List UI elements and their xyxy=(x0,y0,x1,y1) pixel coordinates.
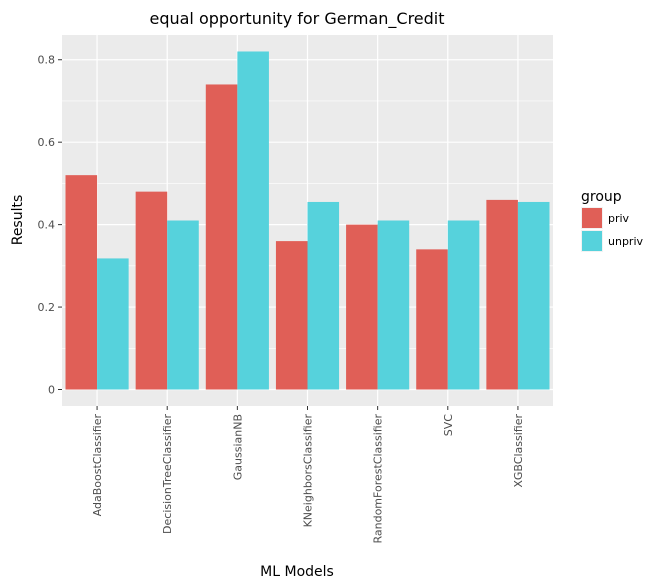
y-tick-label: 0.4 xyxy=(38,219,56,232)
bar-unpriv xyxy=(517,201,550,390)
bar-priv xyxy=(135,191,168,390)
x-tick-label: AdaBoostClassifier xyxy=(91,414,104,517)
x-axis: AdaBoostClassifier DecisionTreeClassifier… xyxy=(91,406,525,544)
bar-priv xyxy=(65,175,98,390)
bar-priv xyxy=(205,84,238,390)
x-axis-title: ML Models xyxy=(260,564,334,580)
legend: group priv unpriv xyxy=(581,189,644,252)
x-tick-label: KNeighborsClassifier xyxy=(302,414,315,528)
legend-swatch-priv xyxy=(582,208,602,228)
y-tick-label: 0.8 xyxy=(38,54,56,67)
bar-unpriv xyxy=(447,220,480,390)
y-axis: 0 0.2 0.4 0.6 0.8 xyxy=(38,54,62,397)
x-tick-label: RandomForestClassifier xyxy=(372,414,385,544)
chart-title: equal opportunity for German_Credit xyxy=(149,9,444,29)
bar-unpriv xyxy=(377,220,410,390)
y-tick-label: 0.2 xyxy=(38,301,56,314)
bar-priv xyxy=(486,199,518,390)
x-tick-label: GaussianNB xyxy=(231,414,244,480)
legend-title: group xyxy=(581,189,622,205)
legend-label-unpriv: unpriv xyxy=(608,235,644,248)
bar-unpriv xyxy=(237,51,269,390)
x-tick-label: SVC xyxy=(442,414,455,437)
bar-unpriv xyxy=(167,220,199,390)
legend-swatch-unpriv xyxy=(582,231,602,251)
bar-priv xyxy=(416,249,448,390)
y-axis-title: Results xyxy=(10,195,26,246)
y-tick-label: 0.6 xyxy=(38,136,56,149)
bar-unpriv xyxy=(97,258,129,390)
bar-unpriv xyxy=(307,201,340,390)
legend-label-priv: priv xyxy=(608,212,630,225)
x-tick-label: DecisionTreeClassifier xyxy=(161,414,174,534)
bar-priv xyxy=(275,241,308,390)
x-tick-label: XGBClassifier xyxy=(512,414,525,488)
bars xyxy=(65,51,550,390)
bar-priv xyxy=(346,224,378,390)
y-tick-label: 0 xyxy=(48,384,55,397)
